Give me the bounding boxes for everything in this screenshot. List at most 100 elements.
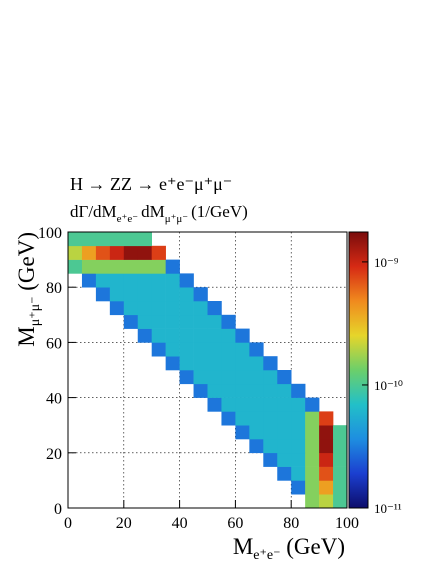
heatmap-cell (151, 328, 166, 343)
heatmap-cell (277, 425, 292, 440)
heatmap-cell (179, 328, 194, 343)
heatmap-cell (165, 301, 180, 316)
heatmap-cell (249, 411, 264, 426)
heatmap-cell (319, 411, 334, 426)
heatmap-cell (277, 383, 292, 398)
heatmap-cell (137, 287, 152, 302)
x-axis-label: Me⁺e⁻ (GeV) (233, 534, 345, 563)
heatmap-cell (193, 301, 208, 316)
heatmap-cell (109, 301, 125, 316)
heatmap-cell (81, 232, 97, 247)
heatmap-cell (165, 342, 180, 357)
heatmap-cell (137, 259, 152, 274)
heatmap-cell (277, 397, 292, 412)
heatmap-cell (207, 397, 222, 412)
heatmap-cell (81, 273, 97, 288)
heatmap-cell (179, 342, 194, 357)
x-axis-label-part: (GeV) (281, 534, 346, 559)
x-tick-label: 20 (116, 515, 132, 532)
heatmap-cell (109, 245, 125, 260)
heatmap-cell (165, 328, 180, 343)
heatmap-cell (123, 287, 139, 302)
heatmap-cell (123, 314, 139, 329)
heatmap-cell (305, 397, 320, 412)
x-tick-label: 0 (64, 515, 72, 532)
subtitle-part: (1/GeV) (191, 202, 248, 221)
y-axis-label-part: M (14, 326, 39, 346)
heatmap-cell (221, 356, 236, 371)
heatmap-cell (333, 494, 348, 509)
heatmap-cell (137, 314, 152, 329)
heatmap-cell (249, 370, 264, 385)
heatmap-cell (137, 301, 152, 316)
heatmap-cell (207, 356, 222, 371)
heatmap-cell (221, 397, 236, 412)
heatmap-cell (263, 383, 278, 398)
heatmap-cell (319, 466, 334, 481)
heatmap-cell (207, 342, 222, 357)
heatmap-cell (151, 245, 166, 260)
heatmap-cell (151, 273, 166, 288)
y-tick-label: 60 (46, 335, 62, 352)
heatmap-cell (123, 273, 139, 288)
plot-frame (67, 231, 348, 509)
heatmap-cell (305, 425, 320, 440)
heatmap-cell (221, 342, 236, 357)
heatmap-cell (263, 397, 278, 412)
color-bar-tick-label: 10⁻¹⁰ (374, 378, 403, 393)
heatmap-cell (235, 342, 250, 357)
subtitle-part: dM (141, 202, 165, 221)
heatmap-cell (81, 245, 97, 260)
heatmap-cell (207, 301, 222, 316)
heatmap-cell (221, 411, 236, 426)
heatmap-cell (249, 383, 264, 398)
x-tick-label: 40 (172, 515, 188, 532)
heatmap-cell (235, 411, 250, 426)
heatmap-cell (151, 287, 166, 302)
heatmap-cell (249, 397, 264, 412)
heatmap-cell (277, 466, 292, 481)
heatmap-cell (109, 259, 125, 274)
heatmap-cell (333, 425, 348, 440)
heatmap-cell (235, 383, 250, 398)
heatmap-cell (193, 342, 208, 357)
heatmap-cell (207, 328, 222, 343)
chart-title: H → ZZ → e⁺e⁻μ⁺μ⁻ (70, 174, 232, 194)
heatmap-cell (137, 328, 152, 343)
heatmap-cell (95, 245, 111, 260)
heatmap-cell (235, 397, 250, 412)
heatmap-cell (263, 411, 278, 426)
heatmap-cell (165, 273, 180, 288)
heatmap-cell (95, 232, 111, 247)
heatmap-cell (123, 259, 139, 274)
heatmap-cell (165, 314, 180, 329)
heatmap-cell (249, 356, 264, 371)
heatmap-cell (95, 273, 111, 288)
heatmap-cell (179, 370, 194, 385)
x-axis-label-subscript: e⁺e⁻ (253, 548, 280, 563)
heatmap-cell (137, 245, 152, 260)
color-bar-tick-label: 10⁻¹¹ (374, 501, 402, 516)
heatmap-cell (277, 452, 292, 467)
heatmap-cell (305, 466, 320, 481)
heatmap-cell (207, 370, 222, 385)
heatmap-cell (193, 287, 208, 302)
heatmap-cell (333, 452, 348, 467)
heatmap-cell (179, 314, 194, 329)
subtitle-subscript: μ⁺μ⁻ (165, 213, 189, 225)
y-tick-label: 100 (38, 225, 62, 242)
y-axis-label-part: (GeV) (14, 232, 39, 297)
heatmap-cell (68, 245, 83, 260)
heatmap-cell (319, 425, 334, 440)
heatmap-cell (263, 370, 278, 385)
heatmap-cell (235, 370, 250, 385)
heatmap-cell (193, 356, 208, 371)
heatmap-cell (179, 356, 194, 371)
heatmap-cell (151, 301, 166, 316)
heatmap-cell (291, 452, 306, 467)
heatmap-cell (263, 439, 278, 454)
heatmap-cell (319, 439, 334, 454)
heatmap-cell (137, 232, 152, 247)
heatmap-cell (291, 466, 306, 481)
